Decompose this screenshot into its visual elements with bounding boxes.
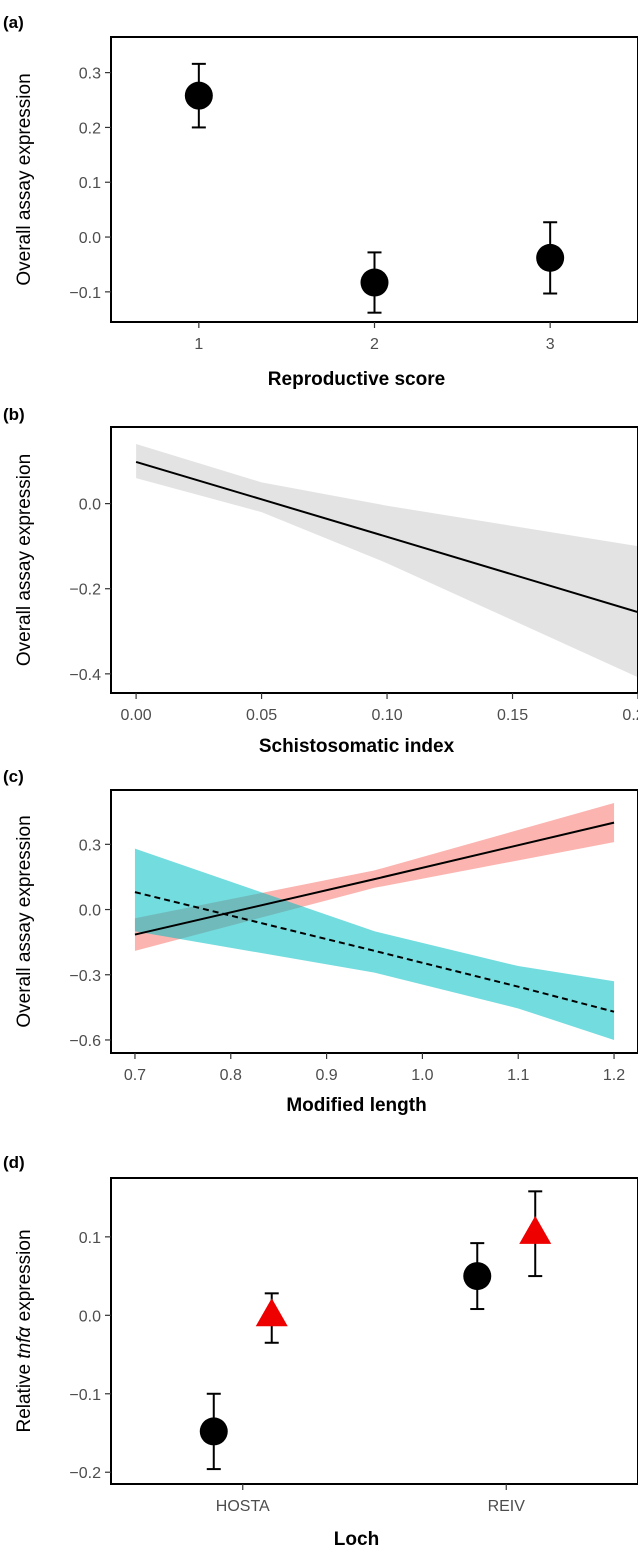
p1-y-tick-label-3: 0.1 <box>79 175 101 192</box>
p3-y-tick-label-4: 0.3 <box>79 837 101 854</box>
p3-x-tick-label-3: 0.9 <box>315 1067 337 1084</box>
p4-y-axis-title: Relative tnfα expression <box>14 1229 35 1432</box>
p3-series2-confidence-band <box>134 848 615 1040</box>
p1-y-axis-title: Overall assay expression <box>14 73 35 285</box>
p1-point-3 <box>536 243 565 272</box>
p2-x-tick-label-4: 0.15 <box>497 707 528 724</box>
p1-point-2 <box>360 268 389 297</box>
p2-y-tick-label-3: 0.0 <box>79 497 101 514</box>
p4-y-axis-title-suffix: expression <box>14 1229 35 1326</box>
p1-y-tick-label-1: −0.1 <box>69 285 101 302</box>
p3-panel-label: (c) <box>3 767 24 786</box>
p2-x-axis-title: Schistosomatic index <box>259 736 455 757</box>
p2-x-tick-label-2: 0.05 <box>246 707 277 724</box>
p4-panel-label: (d) <box>3 1153 25 1172</box>
p3-y-tick-label-2: −0.3 <box>69 968 101 985</box>
p3-x-tick-label-1: 0.7 <box>124 1067 146 1084</box>
p2-x-tick-label-3: 0.10 <box>371 707 402 724</box>
p2-x-tick-label-5: 0.20 <box>622 707 638 724</box>
p2-y-tick-label-1: −0.4 <box>69 667 101 684</box>
p1-x-tick-label-2: 2 <box>370 336 379 353</box>
p4-y-tick-label-1: −0.2 <box>69 1465 101 1482</box>
p3-x-tick-label-5: 1.1 <box>507 1067 529 1084</box>
p3-x-tick-label-6: 1.2 <box>603 1067 625 1084</box>
p1-x-tick-label-3: 3 <box>546 336 555 353</box>
p4-y-tick-label-2: −0.1 <box>69 1387 101 1404</box>
p4-y-tick-label-3: 0.0 <box>79 1308 101 1325</box>
p2-y-axis-title: Overall assay expression <box>14 454 35 666</box>
p1-y-tick-label-2: 0.0 <box>79 230 101 247</box>
p1-y-tick-label-5: 0.3 <box>79 66 101 83</box>
p2-series1-confidence-band <box>136 444 638 678</box>
p3-x-axis-title: Modified length <box>286 1095 426 1116</box>
p3-plot-frame <box>110 789 638 1054</box>
p3-y-tick-label-1: −0.6 <box>69 1033 101 1050</box>
p4-s1-point-1 <box>199 1417 228 1446</box>
p3-series1-fit-line <box>134 821 615 936</box>
p4-x-tick-label-2: REIV <box>488 1498 526 1515</box>
p1-x-axis-title: Reproductive score <box>268 369 445 390</box>
p4-y-axis-title-italic: tnfα <box>14 1325 35 1358</box>
p1-x-tick-label-1: 1 <box>194 336 203 353</box>
p3-x-tick-label-4: 1.0 <box>411 1067 433 1084</box>
p4-x-tick-label-1: HOSTA <box>216 1498 270 1515</box>
p4-s1-point-2 <box>463 1262 492 1291</box>
p2-x-tick-label-1: 0.00 <box>121 707 152 724</box>
p2-panel-label: (b) <box>3 405 25 424</box>
p4-y-axis-title-prefix: Relative <box>14 1359 35 1433</box>
p1-point-1 <box>184 81 213 110</box>
p2-y-tick-label-2: −0.2 <box>69 582 101 599</box>
p1-panel-label: (a) <box>3 13 24 32</box>
p2-series1-fit-line <box>135 460 638 614</box>
p4-s2-triangle-point-1 <box>255 1298 288 1327</box>
p4-x-axis-title: Loch <box>334 1529 379 1550</box>
p3-series2-fit-line <box>134 891 615 1013</box>
p2-plot-frame <box>110 426 638 694</box>
p3-x-tick-label-2: 0.8 <box>220 1067 242 1084</box>
p3-y-tick-label-3: 0.0 <box>79 903 101 920</box>
p4-plot-frame <box>110 1177 638 1485</box>
p1-y-tick-label-4: 0.2 <box>79 120 101 137</box>
p4-s2-triangle-point-2 <box>519 1215 552 1244</box>
p3-y-axis-title: Overall assay expression <box>14 815 35 1027</box>
p4-y-tick-label-4: 0.1 <box>79 1230 101 1247</box>
